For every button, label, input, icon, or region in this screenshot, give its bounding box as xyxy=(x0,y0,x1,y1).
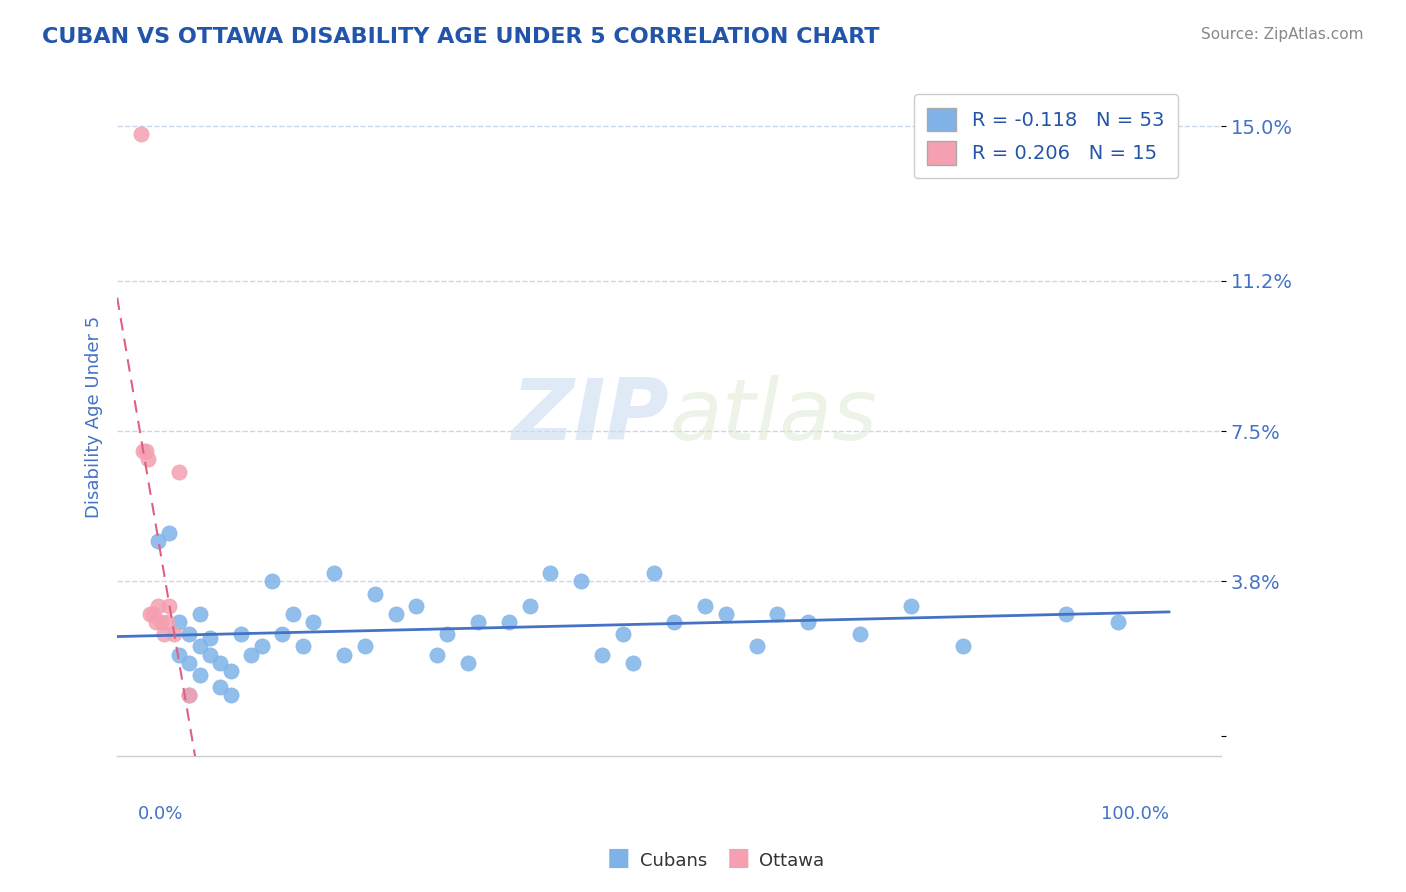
Point xyxy=(1107,615,1129,629)
Point xyxy=(291,640,314,654)
Point xyxy=(797,615,820,629)
Text: ■: ■ xyxy=(727,846,749,870)
Text: Ottawa: Ottawa xyxy=(759,852,824,870)
Point xyxy=(498,615,520,629)
Text: Source: ZipAtlas.com: Source: ZipAtlas.com xyxy=(1201,27,1364,42)
Point xyxy=(198,648,221,662)
Text: 0.0%: 0.0% xyxy=(138,805,183,823)
Point xyxy=(167,648,190,662)
Text: ZIP: ZIP xyxy=(512,376,669,458)
Point xyxy=(426,648,449,662)
Point xyxy=(766,607,789,621)
Point xyxy=(188,640,211,654)
Text: CUBAN VS OTTAWA DISABILITY AGE UNDER 5 CORRELATION CHART: CUBAN VS OTTAWA DISABILITY AGE UNDER 5 C… xyxy=(42,27,880,46)
Point xyxy=(353,640,375,654)
Point xyxy=(129,128,152,142)
Point xyxy=(952,640,974,654)
Text: Cubans: Cubans xyxy=(640,852,707,870)
Point xyxy=(1054,607,1077,621)
Point xyxy=(148,599,170,613)
Point xyxy=(271,627,294,641)
Point xyxy=(405,599,427,613)
Point xyxy=(198,632,221,646)
Point xyxy=(745,640,768,654)
Point xyxy=(167,465,190,479)
Point xyxy=(219,664,242,678)
Point xyxy=(900,599,922,613)
Point xyxy=(188,607,211,621)
Point xyxy=(250,640,273,654)
Point xyxy=(467,615,489,629)
Point xyxy=(229,627,252,641)
Point xyxy=(179,688,201,702)
Point xyxy=(145,615,167,629)
Text: atlas: atlas xyxy=(669,376,877,458)
Point xyxy=(179,627,201,641)
Point xyxy=(188,668,211,682)
Point xyxy=(179,688,201,702)
Point xyxy=(322,566,344,581)
Point xyxy=(179,656,201,670)
Point xyxy=(333,648,356,662)
Point xyxy=(281,607,304,621)
Point xyxy=(132,444,155,458)
Point xyxy=(643,566,665,581)
Y-axis label: Disability Age Under 5: Disability Age Under 5 xyxy=(86,316,103,518)
Point xyxy=(612,627,634,641)
Point xyxy=(136,452,159,467)
Point xyxy=(209,656,232,670)
Point xyxy=(135,444,157,458)
Point xyxy=(436,627,458,641)
Point xyxy=(152,627,174,641)
Point xyxy=(457,656,479,670)
Point xyxy=(240,648,263,662)
Point xyxy=(591,648,613,662)
Point xyxy=(219,688,242,702)
Point xyxy=(364,586,387,600)
Point xyxy=(695,599,717,613)
Point xyxy=(538,566,561,581)
Point xyxy=(139,607,162,621)
Point xyxy=(157,525,180,540)
Point xyxy=(209,680,232,694)
Point xyxy=(621,656,644,670)
Point xyxy=(664,615,686,629)
Point xyxy=(149,615,172,629)
Point xyxy=(569,574,592,589)
Point xyxy=(156,615,179,629)
Legend: R = -0.118   N = 53, R = 0.206   N = 15: R = -0.118 N = 53, R = 0.206 N = 15 xyxy=(914,94,1178,178)
Text: ■: ■ xyxy=(607,846,630,870)
Point xyxy=(148,533,170,548)
Point xyxy=(714,607,737,621)
Point xyxy=(260,574,283,589)
Point xyxy=(849,627,872,641)
Point xyxy=(302,615,325,629)
Point xyxy=(519,599,541,613)
Point xyxy=(384,607,406,621)
Point xyxy=(163,627,186,641)
Point xyxy=(157,599,180,613)
Point xyxy=(142,607,165,621)
Point xyxy=(167,615,190,629)
Text: 100.0%: 100.0% xyxy=(1101,805,1170,823)
